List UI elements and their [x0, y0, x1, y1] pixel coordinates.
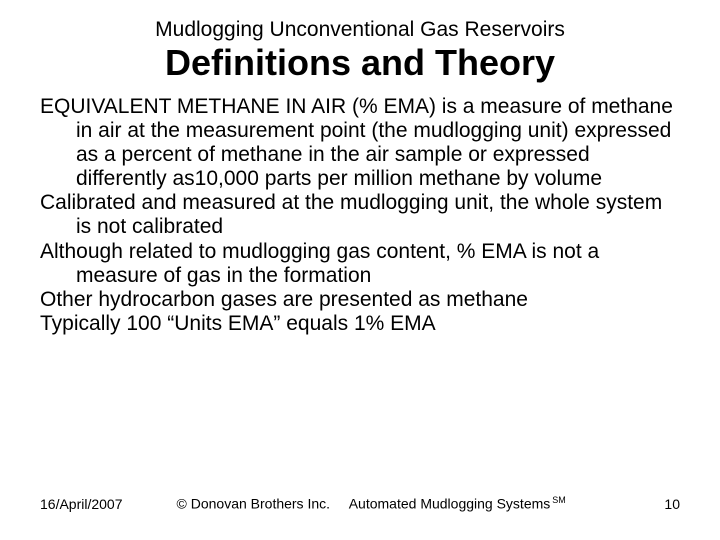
- slide-body: EQUIVALENT METHANE IN AIR (% EMA) is a m…: [40, 95, 680, 336]
- body-paragraph: Other hydrocarbon gases are presented as…: [40, 288, 680, 312]
- body-paragraph: EQUIVALENT METHANE IN AIR (% EMA) is a m…: [40, 95, 680, 192]
- footer: 16/April/2007 © Donovan Brothers Inc. Au…: [40, 495, 680, 512]
- footer-page-number: 10: [664, 496, 680, 512]
- body-paragraph: Although related to mudlogging gas conte…: [40, 240, 680, 288]
- footer-copyright: © Donovan Brothers Inc.: [177, 496, 331, 512]
- body-paragraph: Calibrated and measured at the mudloggin…: [40, 191, 680, 239]
- footer-product: Automated Mudlogging Systems: [349, 496, 551, 512]
- slide-supertitle: Mudlogging Unconventional Gas Reservoirs: [0, 0, 720, 41]
- slide: Mudlogging Unconventional Gas Reservoirs…: [0, 0, 720, 540]
- body-paragraph: Typically 100 “Units EMA” equals 1% EMA: [40, 312, 680, 336]
- footer-date: 16/April/2007: [40, 496, 123, 512]
- footer-center: © Donovan Brothers Inc. Automated Mudlog…: [177, 495, 566, 512]
- service-mark: SM: [552, 495, 566, 505]
- slide-title: Definitions and Theory: [0, 43, 720, 83]
